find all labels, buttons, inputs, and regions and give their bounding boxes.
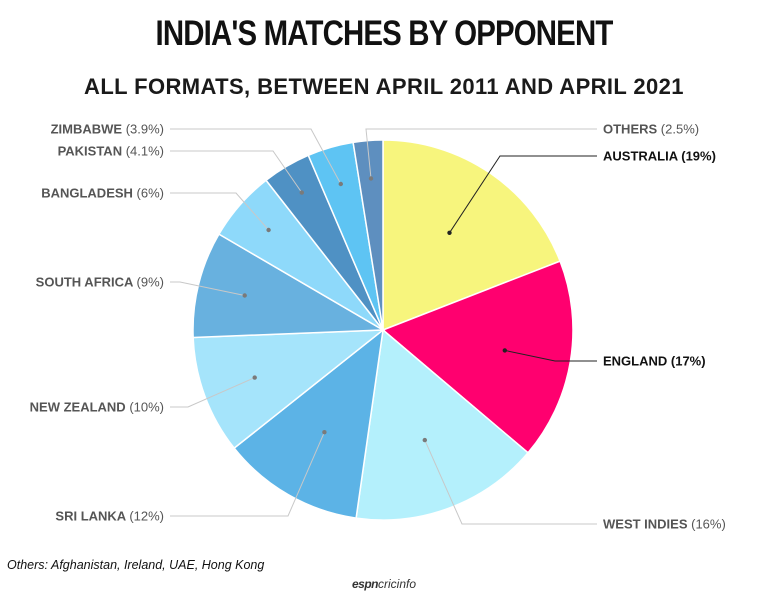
leader-dot-england — [502, 348, 507, 353]
leader-line-bangladesh — [170, 192, 269, 231]
slice-label-south-africa: SOUTH AFRICA (9%) — [36, 275, 164, 290]
chart-title: INDIA'S MATCHES BY OPPONENT — [155, 14, 614, 53]
slice-label-percent: (3.9%) — [126, 122, 164, 137]
leader-dot-new-zealand — [252, 375, 257, 380]
slice-label-name: ZIMBABWE — [51, 122, 126, 137]
pie-slice-sri-lanka — [233, 328, 385, 519]
slice-label-name: PAKISTAN — [58, 144, 126, 159]
chart-subtitle: ALL FORMATS, BETWEEN APRIL 2011 AND APRI… — [84, 74, 684, 99]
pie-slice-others — [352, 139, 384, 331]
slice-label-england: ENGLAND (17%) — [603, 354, 706, 369]
slice-label-name: SRI LANKA — [55, 509, 129, 524]
slice-label-sri-lanka: SRI LANKA (12%) — [55, 509, 164, 524]
slice-label-percent: (12%) — [129, 509, 164, 524]
brand-cricinfo: cricinfo — [378, 577, 417, 591]
pie-slice-south-africa — [192, 233, 386, 339]
leader-line-west-indies — [424, 439, 597, 525]
slice-label-name: BANGLADESH — [41, 186, 136, 201]
slice-label-percent: (10%) — [129, 400, 164, 415]
leader-line-south-africa — [170, 281, 245, 296]
slice-label-percent: (4.1%) — [126, 144, 164, 159]
pie-slice-west-indies — [355, 328, 530, 521]
slice-label-percent: (19%) — [681, 149, 716, 164]
leader-dot-australia — [447, 230, 452, 235]
pie-slice-new-zealand — [192, 329, 386, 450]
slice-label-name: NEW ZEALAND — [30, 400, 130, 415]
leader-line-zimbabwe — [170, 128, 342, 185]
slice-label-percent: (2.5%) — [661, 122, 699, 137]
slice-label-pakistan: PAKISTAN (4.1%) — [58, 144, 164, 159]
slice-label-others: OTHERS (2.5%) — [603, 122, 699, 137]
leader-dot-south-africa — [242, 293, 247, 298]
slice-label-zimbabwe: ZIMBABWE (3.9%) — [51, 122, 164, 137]
leader-dot-sri-lanka — [322, 430, 327, 435]
leader-dot-others — [368, 176, 374, 181]
slice-label-name: OTHERS — [603, 122, 661, 137]
leader-line-sri-lanka — [170, 432, 325, 517]
leader-dot-zimbabwe — [338, 181, 343, 187]
slice-label-new-zealand: NEW ZEALAND (10%) — [30, 400, 164, 415]
leader-dot-west-indies — [422, 437, 427, 443]
leader-line-new-zealand — [170, 377, 255, 408]
espncricinfo-logo: espncricinfo — [0, 577, 768, 591]
brand-espn: espn — [351, 577, 379, 591]
leader-line-australia — [449, 155, 597, 234]
leader-dot-pakistan — [299, 190, 304, 195]
leader-line-others — [365, 128, 597, 179]
slice-label-bangladesh: BANGLADESH (6%) — [41, 186, 164, 201]
slice-label-percent: (6%) — [137, 186, 164, 201]
leader-line-england — [504, 349, 597, 362]
leader-dot-bangladesh — [266, 227, 271, 233]
others-footnote: Others: Afghanistan, Ireland, UAE, Hong … — [7, 558, 265, 572]
slice-label-percent: (17%) — [671, 354, 706, 369]
slice-label-australia: AUSTRALIA (19%) — [603, 149, 716, 164]
slice-label-west-indies: WEST INDIES (16%) — [603, 517, 726, 532]
slice-label-name: WEST INDIES — [603, 517, 691, 532]
leader-line-pakistan — [170, 150, 303, 193]
pie-slice-australia — [382, 139, 562, 332]
slice-label-name: AUSTRALIA — [603, 149, 681, 164]
slice-label-percent: (16%) — [691, 517, 726, 532]
slice-label-name: SOUTH AFRICA — [36, 275, 137, 290]
slice-label-name: ENGLAND — [603, 354, 671, 369]
slice-label-percent: (9%) — [137, 275, 164, 290]
